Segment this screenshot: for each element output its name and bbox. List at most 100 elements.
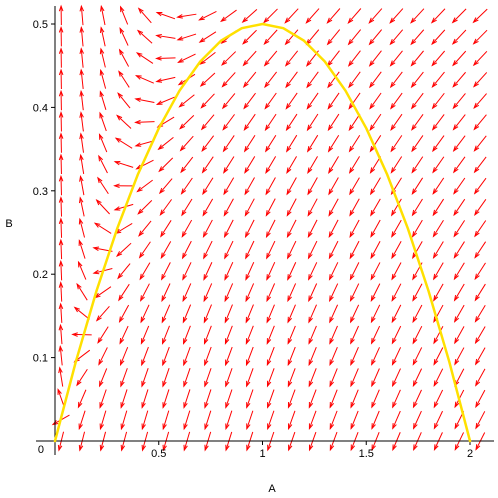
field-arrow [474,199,487,217]
field-arrow [118,70,130,88]
field-arrow [389,29,404,46]
field-arrow [162,368,170,388]
field-arrow [265,219,276,239]
field-arrow [117,263,131,280]
field-arrow [58,345,64,366]
field-arrow [287,325,296,345]
field-arrow [181,219,193,238]
field-arrow [115,242,132,258]
field-arrow [350,325,359,345]
field-arrow [139,262,151,281]
field-arrow [204,346,212,367]
field-arrow [454,326,465,345]
field-arrow [451,8,467,24]
field-arrow [176,33,197,41]
field-arrow [225,368,233,388]
field-arrow [119,346,129,367]
field-arrow [113,183,134,189]
field-arrow [99,410,107,431]
field-arrow [140,304,150,324]
field-arrow [100,4,106,26]
field-arrow [288,410,296,431]
field-arrow [308,410,317,431]
field-arrow [475,389,486,409]
field-arrow [119,5,129,25]
field-arrow [452,93,466,110]
field-arrow [433,410,443,430]
field-arrow [370,240,381,260]
field-arrow [183,389,191,409]
field-arrow [202,219,213,239]
field-arrow [473,135,487,152]
field-arrow [284,29,299,46]
field-arrow [58,281,64,302]
field-arrow [308,346,317,367]
field-arrow [328,177,339,196]
x-tick-label: 0.5 [151,448,166,460]
field-arrow [136,179,153,193]
field-arrow [370,325,381,345]
field-arrow [266,262,276,281]
field-arrow [221,72,236,88]
field-arrow [116,114,132,129]
field-arrow [474,220,487,238]
field-arrow [242,71,257,88]
field-arrow [245,346,254,367]
field-arrow [225,346,233,367]
field-arrow [265,156,277,174]
field-arrow [308,283,318,303]
field-arrow [95,305,110,322]
origin-label: 0 [38,444,44,456]
field-arrow [198,31,217,43]
field-arrow [412,368,423,388]
x-tick-label: 1.5 [359,448,374,460]
field-arrow [430,8,446,24]
field-arrow [243,135,256,153]
field-arrow [79,25,85,47]
field-arrow [134,119,155,125]
field-arrow [431,114,445,131]
field-arrow [224,283,234,303]
x-tick-label: 2 [467,448,473,460]
field-arrow [368,8,383,24]
field-arrow [178,94,195,108]
field-arrow [182,283,192,303]
x-tick-label: 1 [259,448,265,460]
field-arrow [433,347,444,366]
field-arrow [348,134,361,153]
field-arrow [181,198,193,217]
field-arrow [99,47,106,68]
field-arrow [223,219,234,239]
field-arrow [472,29,488,45]
field-arrow [242,29,257,45]
field-arrow [286,198,297,217]
field-arrow [79,47,84,68]
field-arrow [411,219,423,238]
field-arrow [349,262,360,281]
field-arrow [432,135,445,153]
field-arrow [287,304,296,324]
field-arrow [391,325,402,345]
field-arrow [432,156,445,174]
field-arrow [138,220,152,237]
field-arrow [204,389,212,409]
field-arrow [159,199,173,216]
field-arrow [245,262,255,281]
y-tick-label: 0.3 [33,186,48,198]
field-arrow [204,368,212,388]
field-arrow [203,304,212,324]
field-arrow [58,366,64,387]
field-arrow [162,346,170,367]
field-arrow [266,283,276,303]
field-arrow [432,262,444,281]
field-arrow [119,325,129,345]
field-arrow [78,239,86,259]
field-arrow [411,114,424,131]
field-arrow [155,76,176,83]
field-arrow [329,346,338,367]
field-arrow [431,92,445,110]
field-arrow [285,71,298,89]
y-tick-label: 0.1 [33,353,48,365]
y-tick-label: 0.4 [33,102,48,114]
field-arrow [286,240,297,260]
